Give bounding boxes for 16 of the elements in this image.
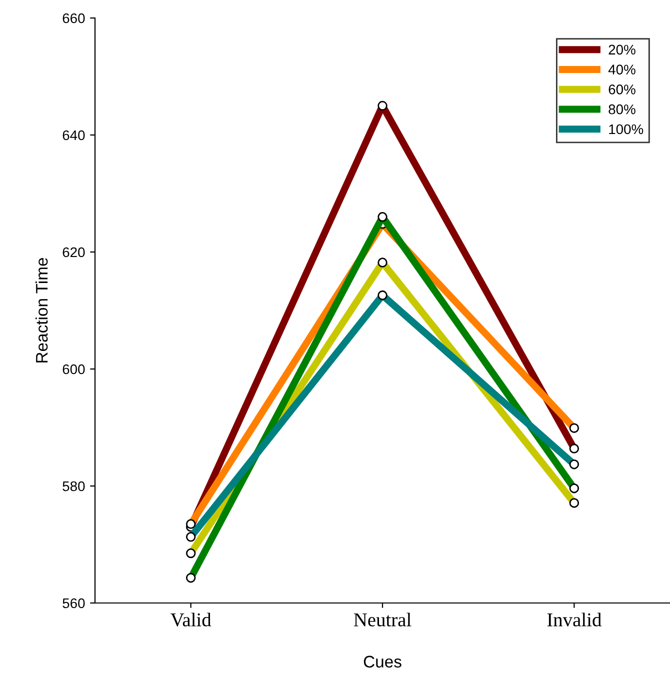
y-tick-label: 560 [62, 598, 85, 608]
y-axis-title: Reaction Time [35, 258, 48, 362]
legend-label: 20% [608, 44, 636, 55]
legend-label: 100% [609, 124, 644, 134]
y-tick-label: 640 [62, 130, 85, 140]
y-tick-label: 620 [62, 247, 85, 258]
x-tick-label: Valid [170, 612, 212, 627]
y-tick-label: 580 [62, 481, 85, 492]
legend-label: 40% [608, 64, 636, 74]
x-axis-title: Cues [364, 656, 402, 668]
legend-label: 80% [608, 104, 636, 114]
y-tick-label: 660 [62, 13, 85, 24]
legend-label: 60% [608, 84, 636, 94]
x-tick-label: Neutral [354, 612, 412, 626]
x-tick-label: Invalid [547, 612, 602, 626]
y-tick-label: 600 [62, 364, 85, 374]
